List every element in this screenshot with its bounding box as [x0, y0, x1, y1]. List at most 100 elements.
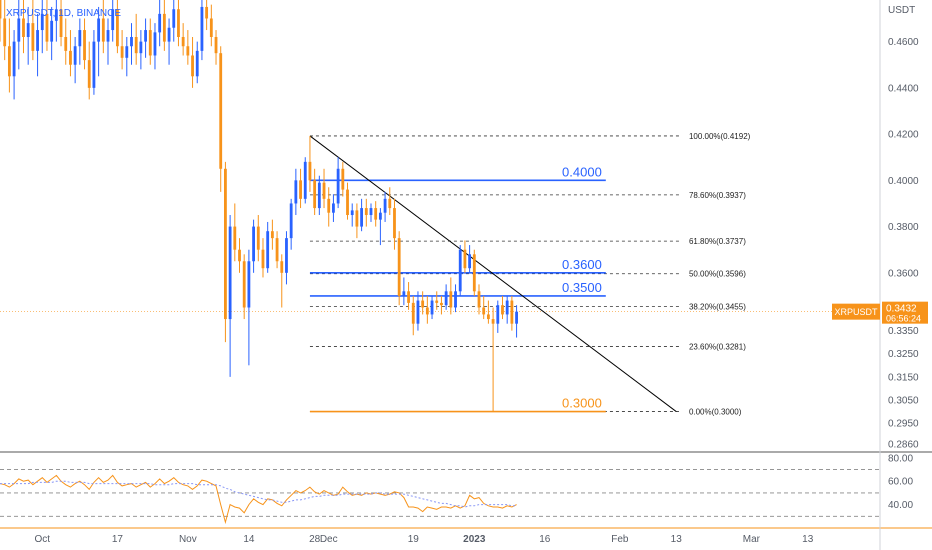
price-pane[interactable]: 100.00%(0.4192) 78.60%(0.3937) 61.80%(0.37… — [0, 0, 880, 417]
candle[interactable] — [59, 0, 63, 47]
candle[interactable] — [78, 18, 82, 65]
candle[interactable] — [289, 198, 293, 250]
candle[interactable] — [477, 284, 481, 315]
candle[interactable] — [341, 161, 345, 197]
candle[interactable] — [83, 18, 86, 70]
candle[interactable] — [454, 284, 457, 313]
candle[interactable] — [139, 30, 143, 70]
candle[interactable] — [421, 291, 425, 315]
candle[interactable] — [501, 295, 504, 320]
candle[interactable] — [336, 157, 340, 209]
candle[interactable] — [252, 219, 255, 273]
candle[interactable] — [393, 198, 396, 250]
candle[interactable] — [238, 238, 241, 273]
candle[interactable] — [374, 201, 378, 227]
candle[interactable] — [31, 0, 35, 61]
candle[interactable] — [186, 30, 190, 65]
candle[interactable] — [209, 4, 213, 47]
candle[interactable] — [256, 215, 260, 262]
candle[interactable] — [317, 175, 321, 216]
candle[interactable] — [7, 18, 11, 93]
candle[interactable] — [54, 0, 58, 42]
candle[interactable] — [162, 0, 166, 51]
candle[interactable] — [299, 168, 302, 209]
candle[interactable] — [172, 0, 176, 42]
candle[interactable] — [397, 231, 401, 306]
candle[interactable] — [486, 300, 490, 324]
candle[interactable] — [275, 231, 279, 269]
candle[interactable] — [3, 0, 7, 61]
candle[interactable] — [177, 0, 180, 47]
candle[interactable] — [214, 30, 218, 65]
candle[interactable] — [491, 307, 495, 412]
candle[interactable] — [294, 168, 298, 216]
candle[interactable] — [115, 0, 119, 54]
candle[interactable] — [388, 187, 392, 216]
candle[interactable] — [224, 161, 227, 343]
candle[interactable] — [12, 30, 16, 100]
candle[interactable] — [458, 245, 462, 296]
candle[interactable] — [167, 18, 171, 65]
candle[interactable] — [496, 300, 500, 333]
candle[interactable] — [228, 215, 232, 377]
candle[interactable] — [101, 0, 105, 54]
candle[interactable] — [106, 18, 110, 65]
candle[interactable] — [472, 249, 476, 296]
candle[interactable] — [111, 0, 115, 42]
candle[interactable] — [322, 168, 326, 209]
candle[interactable] — [383, 191, 387, 222]
candle[interactable] — [125, 36, 129, 77]
candle[interactable] — [285, 231, 288, 285]
candle[interactable] — [97, 6, 101, 77]
candle[interactable] — [350, 203, 354, 227]
candle[interactable] — [308, 135, 312, 192]
candle[interactable] — [181, 23, 185, 56]
candle[interactable] — [360, 198, 364, 232]
candle[interactable] — [205, 0, 209, 31]
candle[interactable] — [369, 203, 373, 222]
rsi-pane[interactable] — [0, 469, 880, 525]
rsi-ma-line[interactable] — [0, 480, 517, 508]
candle[interactable] — [219, 46, 223, 192]
candle[interactable] — [407, 282, 410, 310]
candle[interactable] — [0, 0, 2, 42]
candle[interactable] — [435, 291, 439, 310]
candle[interactable] — [233, 203, 237, 262]
rsi-line[interactable] — [0, 474, 517, 525]
symbol-badge[interactable] — [832, 303, 880, 320]
candle[interactable] — [40, 0, 44, 54]
candle[interactable] — [134, 13, 138, 65]
trendline[interactable] — [309, 135, 677, 412]
candle[interactable] — [45, 0, 49, 51]
candle[interactable] — [449, 277, 453, 315]
candle[interactable] — [144, 18, 147, 58]
candle[interactable] — [444, 284, 448, 310]
candle[interactable] — [378, 208, 382, 246]
candle[interactable] — [191, 36, 194, 88]
candle[interactable] — [17, 0, 21, 70]
candle[interactable] — [261, 238, 265, 278]
candle[interactable] — [36, 13, 39, 77]
candle[interactable] — [440, 295, 443, 315]
price-badge[interactable] — [882, 301, 928, 324]
candle[interactable] — [402, 277, 406, 306]
candle[interactable] — [411, 295, 415, 336]
candle[interactable] — [73, 36, 77, 84]
candle[interactable] — [303, 157, 307, 204]
candle[interactable] — [247, 249, 251, 366]
candle[interactable] — [200, 0, 204, 61]
candle[interactable] — [332, 194, 335, 222]
candle[interactable] — [130, 23, 133, 65]
candle[interactable] — [22, 0, 25, 54]
candle[interactable] — [463, 240, 467, 273]
candle[interactable] — [153, 23, 157, 70]
candle[interactable] — [430, 295, 434, 320]
candle[interactable] — [280, 254, 284, 308]
candle[interactable] — [515, 305, 518, 338]
candle[interactable] — [50, 6, 54, 61]
candle[interactable] — [92, 30, 96, 95]
candle[interactable] — [270, 219, 274, 250]
candle[interactable] — [242, 254, 246, 320]
candle[interactable] — [355, 203, 359, 239]
